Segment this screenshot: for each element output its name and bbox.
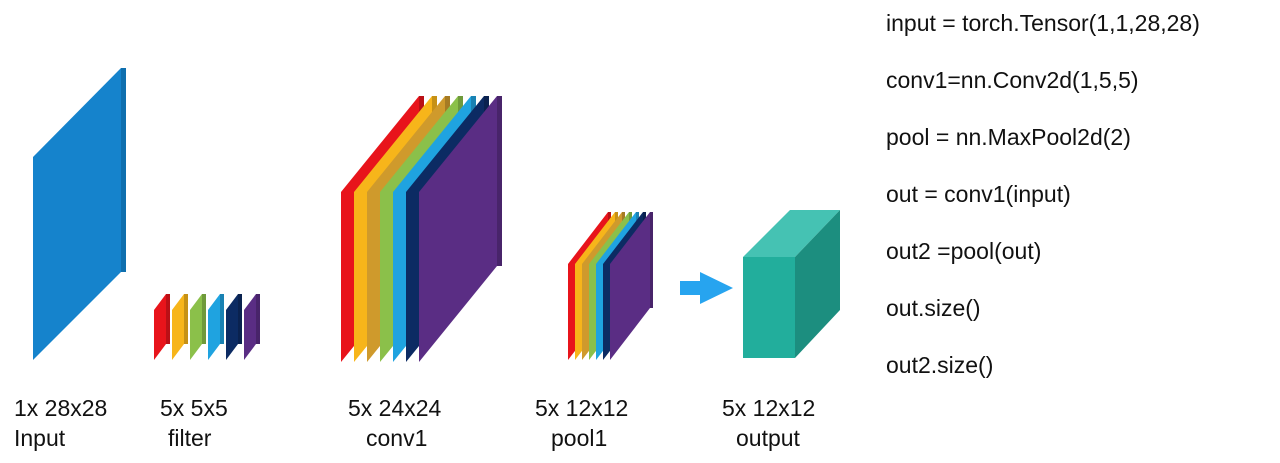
filter-name: filter [168,425,212,451]
filter-layer [172,294,188,360]
conv1-stack [341,96,502,362]
code-line: out2.size() [886,352,994,378]
code-line: input = torch.Tensor(1,1,28,28) [886,10,1200,36]
pool1-dims: 5x 12x12 [535,395,629,421]
pool1-layer [610,212,653,360]
output-name: output [736,425,800,451]
code-line: pool = nn.MaxPool2d(2) [886,124,1131,150]
output-cube-front [743,257,795,358]
code-line: out.size() [886,295,981,321]
input-label: 1x 28x28 Input [14,393,107,453]
filter-layer [244,294,260,360]
code-line: out = conv1(input) [886,181,1071,207]
output-cube-top [743,210,840,257]
cnn-diagram [33,68,840,362]
filter-layer [154,294,170,360]
output-cube-side [795,210,840,358]
filter-layer [208,294,224,360]
input-slab [33,68,126,360]
filter-layer [226,294,242,360]
code-line: out2 =pool(out) [886,238,1042,264]
conv1-label: 5x 24x24 conv1 [348,393,441,453]
input-dims: 1x 28x28 [14,395,108,421]
filter-layer [190,294,206,360]
pool1-stack [568,212,653,360]
filter-stack [154,294,260,360]
input-slab-front [33,68,121,360]
pool1-name: pool1 [551,425,608,451]
output-cube [743,210,840,358]
output-label: 5x 12x12 output [722,393,815,453]
pool1-label: 5x 12x12 pool1 [535,393,628,453]
output-dims: 5x 12x12 [722,395,816,421]
filter-label: 5x 5x5 filter [160,393,228,453]
code-line: conv1=nn.Conv2d(1,5,5) [886,67,1139,93]
conv1-dims: 5x 24x24 [348,395,442,421]
conv1-name: conv1 [366,425,428,451]
filter-dims: 5x 5x5 [160,395,228,421]
input-name: Input [14,425,66,451]
input-slab-side [121,68,126,272]
conv1-layer [419,96,502,362]
arrow-icon [680,272,733,304]
